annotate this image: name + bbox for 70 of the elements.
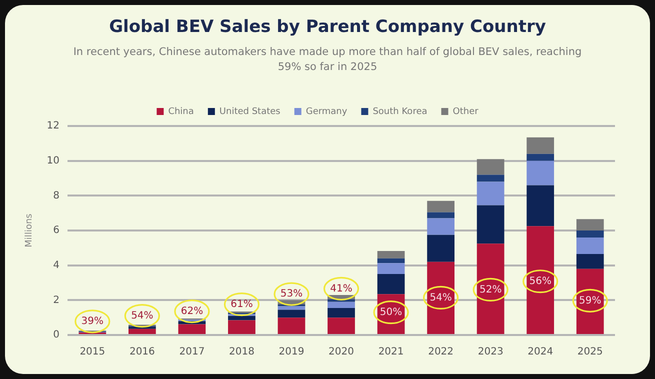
annotation: 59%	[579, 295, 602, 306]
y-tick-label: 8	[53, 190, 60, 202]
legend-label: United States	[219, 106, 281, 117]
bar	[377, 274, 405, 294]
bar	[526, 185, 554, 226]
y-tick-label: 6	[53, 225, 60, 236]
bar	[427, 200, 454, 212]
x-tick-label: 2018	[228, 346, 254, 358]
x-tick-label: 2015	[80, 346, 106, 358]
y-tick-label: 2	[53, 294, 60, 306]
y-tick-label: 10	[46, 155, 60, 166]
bar	[476, 174, 504, 182]
bar	[228, 316, 256, 320]
legend-label: China	[168, 106, 194, 117]
chart-title: Global BEV Sales by Parent Company Country	[108, 16, 547, 37]
legend-label: South Korea	[372, 106, 428, 117]
bar	[427, 262, 454, 334]
x-tick-label: 2023	[478, 346, 504, 358]
x-tick-label: 2021	[378, 346, 404, 358]
bar	[328, 302, 355, 308]
bar	[476, 182, 504, 206]
bar	[328, 308, 355, 318]
bar	[476, 159, 504, 175]
bar	[328, 318, 355, 334]
x-tick-label: 2025	[577, 346, 603, 358]
annotation: 50%	[380, 306, 402, 318]
bar	[526, 226, 554, 334]
annotation: 41%	[330, 283, 352, 294]
annotation: 53%	[280, 288, 303, 300]
bar	[278, 310, 306, 318]
bar	[576, 254, 604, 269]
annotation: 56%	[529, 276, 552, 287]
bar	[377, 258, 405, 264]
x-tick-label: 2022	[428, 346, 454, 358]
bar	[427, 218, 454, 235]
bar	[427, 234, 454, 262]
chart-subtitle: In recent years, Chinese automakers have made up more than half of global BEV sales, reaching 59% so far in 2025	[72, 45, 583, 75]
bar	[278, 318, 306, 334]
annotation: 52%	[479, 284, 502, 296]
bar	[476, 244, 504, 334]
y-tick-label: 0	[53, 330, 60, 341]
bar	[576, 219, 604, 230]
annotation: 61%	[230, 298, 253, 310]
bar	[228, 320, 256, 334]
y-axis-title: Millions	[24, 213, 35, 248]
annotation: 39%	[81, 316, 104, 328]
bar	[526, 160, 554, 186]
x-tick-label: 2024	[528, 346, 554, 358]
x-tick-label: 2017	[179, 346, 205, 358]
bar	[377, 263, 405, 274]
bar	[377, 251, 405, 258]
bar	[178, 324, 206, 334]
bar	[526, 137, 554, 154]
annotation: 54%	[131, 310, 154, 322]
bar	[576, 230, 604, 238]
legend-label: Other	[452, 106, 479, 117]
bar	[427, 212, 454, 218]
y-tick-label: 12	[46, 120, 60, 132]
bar	[576, 237, 604, 254]
annotation: 54%	[430, 292, 452, 304]
x-tick-label: 2016	[129, 346, 155, 358]
bar	[128, 328, 156, 334]
bar	[576, 268, 604, 334]
x-tick-label: 2019	[278, 346, 304, 358]
x-tick-label: 2020	[328, 346, 354, 358]
y-tick-label: 4	[53, 260, 60, 271]
legend-label: Germany	[306, 106, 348, 117]
annotation: 62%	[180, 306, 204, 317]
bar	[476, 205, 504, 244]
bar	[526, 154, 554, 161]
